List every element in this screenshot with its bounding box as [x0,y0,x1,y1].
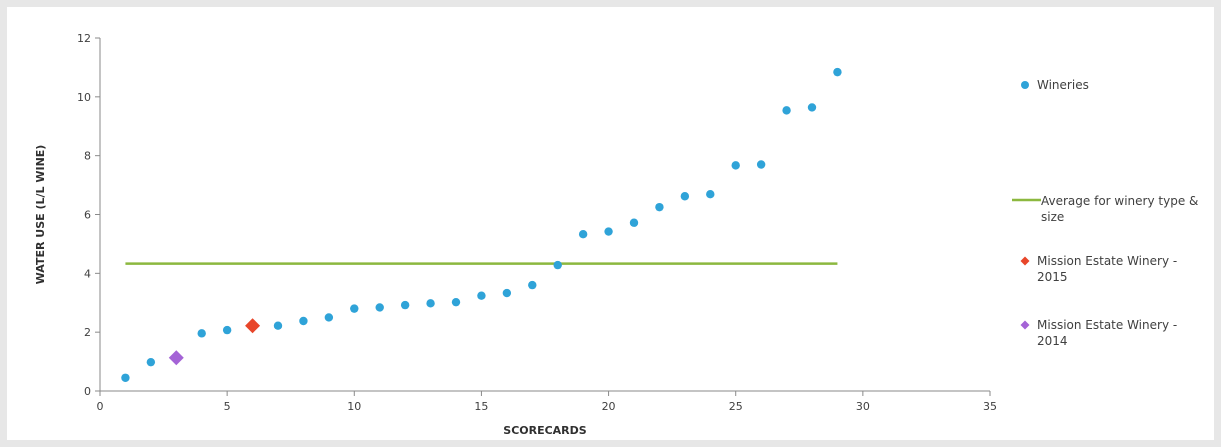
winery-point [121,373,130,382]
legend-marker-wineries [1021,81,1029,89]
winery-point [451,297,461,307]
mission-estate-point [168,350,184,366]
y-tick-label: 8 [84,150,91,163]
legend-marker-diamond [1020,256,1030,266]
y-tick-label: 2 [84,326,91,339]
winery-point [706,190,715,199]
y-tick-label: 4 [84,267,91,280]
legend-label: Mission Estate Winery - [1037,254,1177,268]
y-axis-title: WATER USE (L/L WINE) [34,145,47,285]
winery-point [680,192,690,201]
winery-point [222,325,232,335]
legend-label: 2015 [1037,270,1068,284]
winery-point [833,67,842,77]
x-tick-label: 0 [97,400,104,413]
y-tick-label: 10 [77,91,91,104]
winery-point [655,202,664,212]
winery-point [350,304,359,313]
winery-point [731,161,740,170]
y-tick-label: 12 [77,32,91,45]
winery-point [400,300,410,310]
winery-point [807,103,817,112]
x-tick-label: 25 [729,400,743,413]
x-tick-label: 20 [602,400,616,413]
axes: 0 2 4 6 8 10 12 0 5 10 15 20 25 30 35 SCORECARDS WATER U… [34,32,997,437]
x-tick-label: 5 [224,400,231,413]
winery-point [197,329,206,338]
winery-point [324,313,334,322]
legend: Wineries Average for winery type & size Mis… [1012,78,1198,348]
plot-marks [121,67,842,382]
x-tick-label: 10 [347,400,361,413]
winery-point [756,160,766,169]
x-tick-label: 15 [474,400,488,413]
winery-point [146,357,156,367]
winery-point [477,291,486,300]
legend-label: size [1041,210,1064,224]
legend-marker-diamond [1020,320,1030,330]
winery-point [528,280,537,290]
x-axis-title: SCORECARDS [503,424,587,437]
chart-frame: 0 2 4 6 8 10 12 0 5 10 15 20 25 30 35 SCORECARDS WATER U… [7,7,1214,440]
y-tick-label: 6 [84,209,91,222]
winery-point [426,299,435,308]
winery-point [782,106,791,115]
legend-label: Mission Estate Winery - [1037,318,1177,332]
winery-point [375,303,384,312]
winery-point [629,218,639,227]
legend-label: Average for winery type & [1041,194,1198,208]
x-tick-label: 30 [856,400,870,413]
winery-point [604,227,613,236]
mission-estate-point [245,318,261,334]
winery-point [299,316,308,326]
winery-point [502,288,512,298]
y-tick-label: 0 [84,385,91,398]
x-tick-label: 35 [983,400,997,413]
winery-point [273,321,283,330]
scatter-chart: 0 2 4 6 8 10 12 0 5 10 15 20 25 30 35 SCORECARDS WATER U… [34,32,1198,437]
winery-point [553,260,562,270]
legend-label: Wineries [1037,78,1089,92]
winery-point [578,230,588,239]
legend-label: 2014 [1037,334,1068,348]
